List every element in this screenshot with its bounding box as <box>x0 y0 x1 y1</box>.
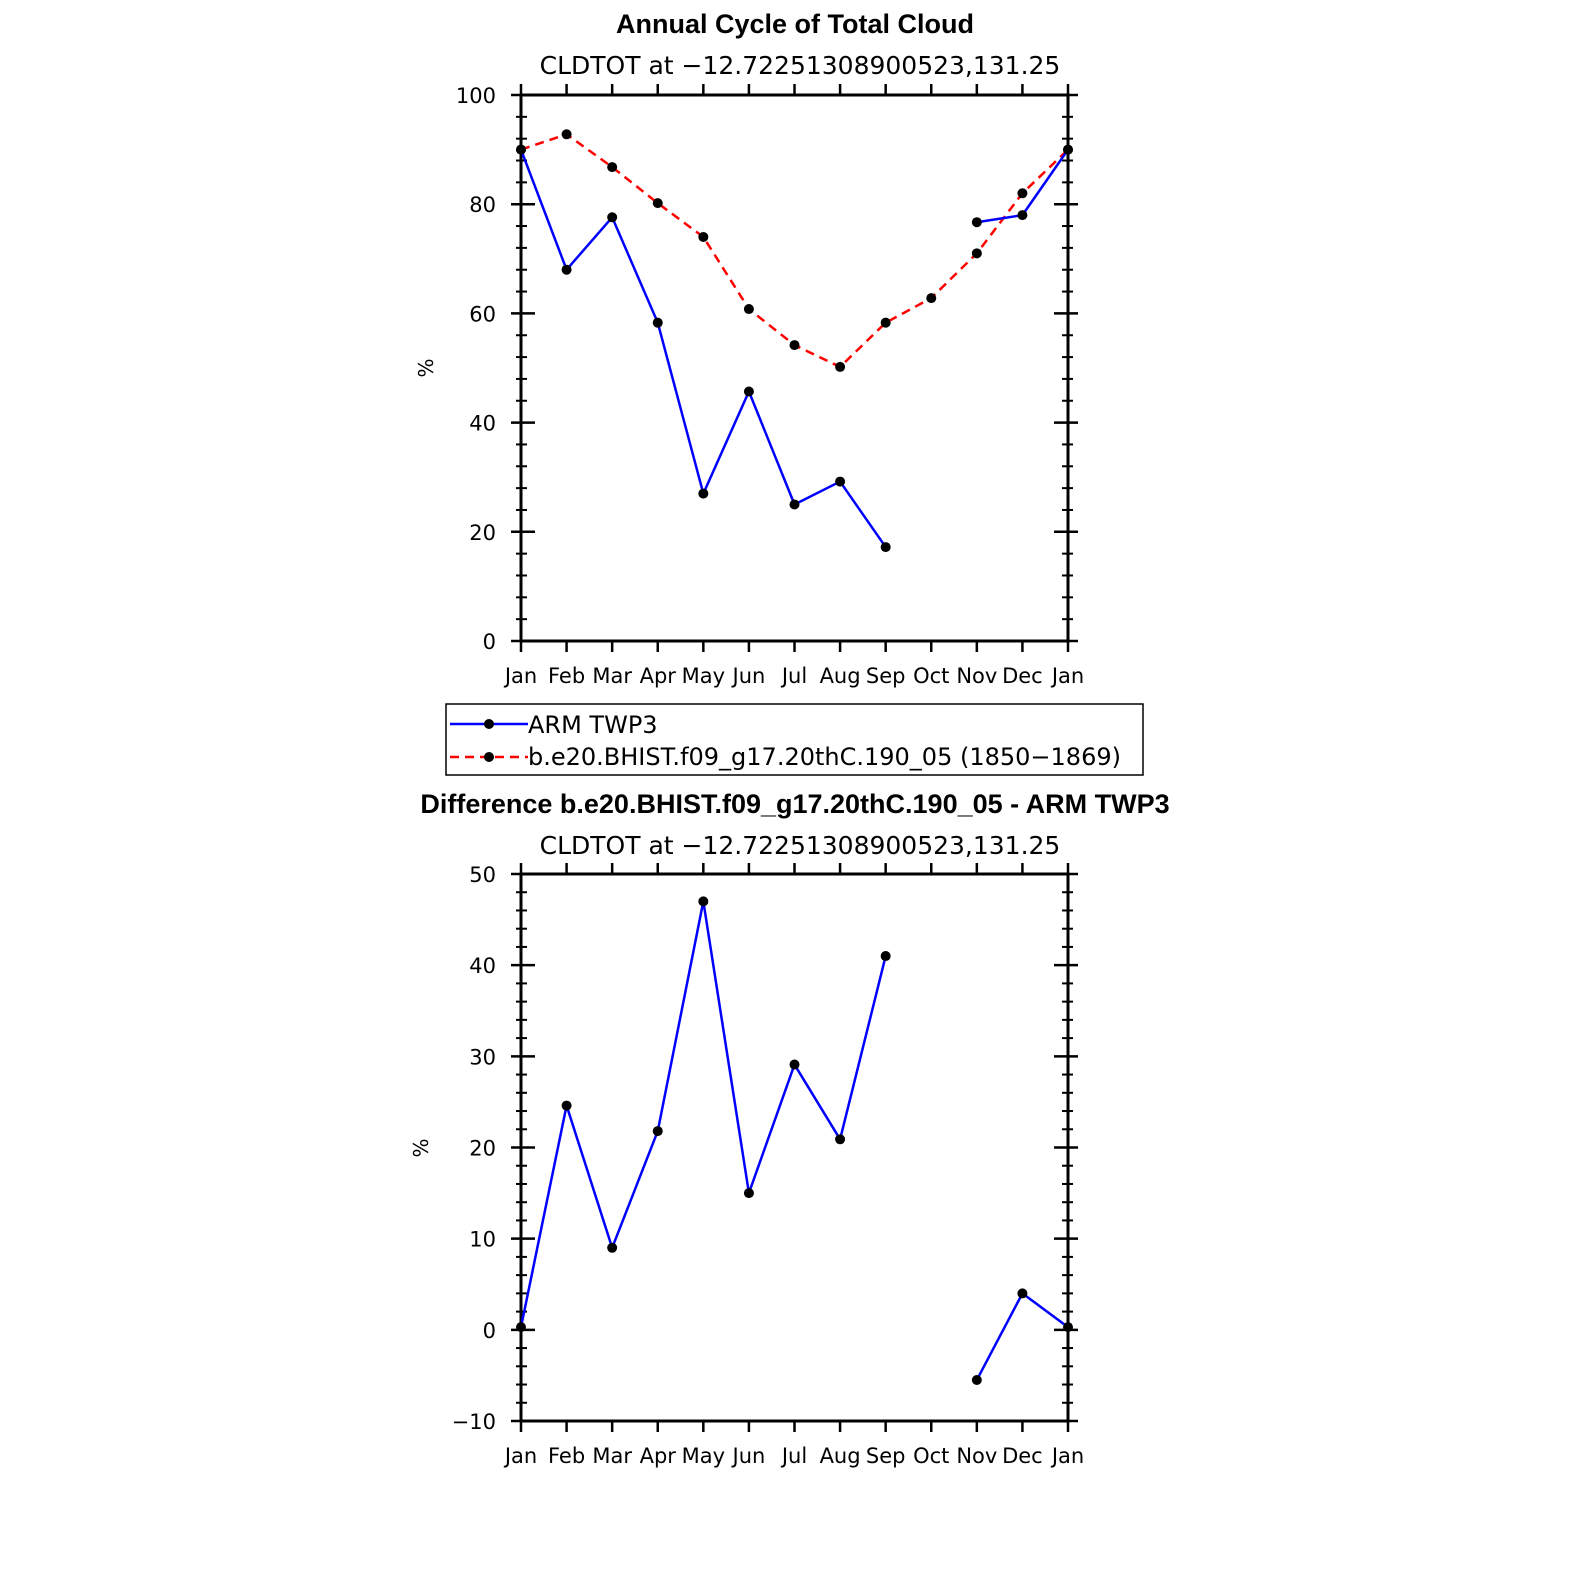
y-tick-label: 100 <box>456 84 496 108</box>
legend-box <box>445 703 1144 776</box>
data-point <box>789 340 800 351</box>
y-tick-label: 10 <box>469 1228 496 1252</box>
y-tick-label: 20 <box>469 521 496 545</box>
data-point <box>698 896 709 907</box>
data-point <box>880 951 891 962</box>
y-tick-label: 40 <box>469 412 496 436</box>
data-point <box>516 144 526 155</box>
data-point <box>1063 1322 1073 1333</box>
chart-subtitle: CLDTOT at −12.72251308900523,131.25 <box>540 51 1061 80</box>
data-point <box>607 162 618 173</box>
legend-label-obs: ARM TWP3 <box>528 711 658 739</box>
chart-title: Annual Cycle of Total Cloud <box>616 9 974 39</box>
y-tick-label: 30 <box>469 1045 496 1069</box>
legend: ARM TWP3 b.e20.BHIST.f09_g17.20thC.190_0… <box>445 703 1144 776</box>
legend-label-model: b.e20.BHIST.f09_g17.20thC.190_05 (1850−1… <box>528 743 1121 771</box>
data-point <box>971 1374 982 1385</box>
x-tick-label: Jun <box>731 1444 766 1468</box>
legend-marker-model <box>484 752 494 762</box>
x-tick-label: Jul <box>780 1444 807 1468</box>
data-point <box>835 476 846 487</box>
data-point <box>743 304 754 315</box>
x-tick-label: Aug <box>820 1444 861 1468</box>
y-tick-label: 20 <box>469 1137 496 1161</box>
x-tick-label: Feb <box>548 664 585 688</box>
data-point <box>698 231 709 242</box>
data-point <box>971 217 982 228</box>
data-point <box>835 1134 846 1145</box>
data-point <box>743 1188 754 1199</box>
data-point <box>516 1322 526 1333</box>
data-point <box>835 361 846 372</box>
data-point <box>561 264 572 275</box>
data-point <box>789 1059 800 1070</box>
x-tick-label: Jun <box>731 664 766 688</box>
data-point <box>971 248 982 259</box>
x-tick-label: Mar <box>592 664 632 688</box>
x-tick-label: Jul <box>780 664 807 688</box>
data-point <box>880 542 891 553</box>
y-tick-label: 0 <box>483 630 496 654</box>
chart-title: Difference b.e20.BHIST.f09_g17.20thC.190… <box>420 789 1169 819</box>
x-tick-label: Oct <box>913 664 949 688</box>
x-tick-label: Jan <box>503 1444 537 1468</box>
x-tick-label: Nov <box>956 664 997 688</box>
y-tick-label: 80 <box>469 193 496 217</box>
series-line <box>519 900 887 1328</box>
y-tick-label: 40 <box>469 954 496 978</box>
x-tick-label: Aug <box>820 664 861 688</box>
x-tick-label: Dec <box>1002 1444 1043 1468</box>
y-tick-label: 50 <box>469 863 496 887</box>
plot-frame <box>519 93 1070 643</box>
legend-marker-obs <box>484 719 494 729</box>
x-tick-label: Mar <box>592 1444 632 1468</box>
y-axis-label: % <box>409 1138 433 1157</box>
x-tick-label: Sep <box>866 1444 906 1468</box>
data-point <box>789 499 800 510</box>
data-point <box>607 1242 618 1253</box>
x-tick-label: Nov <box>956 1444 997 1468</box>
annual-cycle-panel: Annual Cycle of Total Cloud CLDTOT at −1… <box>414 9 1084 688</box>
x-tick-label: Oct <box>913 1444 949 1468</box>
data-point <box>652 317 663 328</box>
data-point <box>926 293 937 304</box>
x-tick-label: Apr <box>640 664 677 688</box>
plot-frame <box>519 872 1070 1423</box>
data-point <box>1017 188 1028 199</box>
series-line <box>975 1292 1069 1381</box>
data-point <box>607 212 618 223</box>
x-tick-label: Jan <box>503 664 537 688</box>
x-tick-label: Apr <box>640 1444 677 1468</box>
data-point <box>561 1100 572 1111</box>
x-tick-label: Jan <box>1050 664 1084 688</box>
x-tick-label: May <box>682 664 725 688</box>
y-axis-label: % <box>414 358 438 377</box>
y-tick-label: 60 <box>469 302 496 326</box>
x-tick-label: May <box>682 1444 725 1468</box>
series-line <box>520 133 1069 369</box>
data-point <box>1063 144 1073 155</box>
x-tick-label: Jan <box>1050 1444 1084 1468</box>
data-point <box>652 1126 663 1137</box>
data-point <box>743 386 754 397</box>
y-tick-label: −10 <box>452 1410 496 1434</box>
data-point <box>652 198 663 209</box>
x-tick-label: Feb <box>548 1444 585 1468</box>
series-line <box>519 149 887 548</box>
data-point <box>880 317 891 328</box>
chart-subtitle: CLDTOT at −12.72251308900523,131.25 <box>540 831 1061 860</box>
data-point <box>1017 1288 1028 1299</box>
data-point <box>1017 210 1028 221</box>
data-point <box>698 488 709 499</box>
x-tick-label: Dec <box>1002 664 1043 688</box>
y-tick-label: 0 <box>483 1319 496 1343</box>
difference-panel: Difference b.e20.BHIST.f09_g17.20thC.190… <box>409 789 1170 1468</box>
x-tick-label: Sep <box>866 664 906 688</box>
data-point <box>561 129 572 140</box>
